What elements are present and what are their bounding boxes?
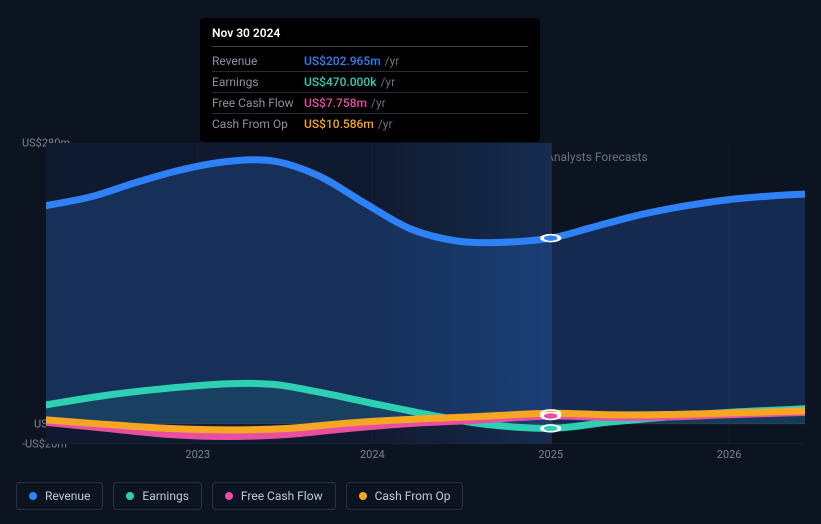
- legend-item-revenue[interactable]: Revenue: [16, 482, 103, 510]
- tooltip-row-value: US$7.758m: [304, 96, 367, 110]
- legend-dot: [29, 492, 37, 500]
- legend: Revenue Earnings Free Cash Flow Cash From O…: [16, 482, 463, 510]
- tooltip-row-label: Earnings: [212, 75, 304, 89]
- legend-dot: [359, 492, 367, 500]
- x-axis-tick: 2024: [360, 448, 385, 461]
- legend-item-earnings[interactable]: Earnings: [113, 482, 202, 510]
- tooltip-row: Cash From OpUS$10.586m/yr: [212, 114, 528, 134]
- tooltip-row-label: Revenue: [212, 54, 304, 68]
- legend-label: Revenue: [45, 489, 90, 503]
- chart-area[interactable]: US$280m US$0 -US$20m: [16, 125, 805, 444]
- tooltip-row-value: US$10.586m: [304, 117, 374, 131]
- tooltip-date: Nov 30 2024: [212, 26, 528, 47]
- tooltip-row: RevenueUS$202.965m/yr: [212, 51, 528, 72]
- legend-item-cfo[interactable]: Cash From Op: [346, 482, 464, 510]
- tooltip-row-unit: /yr: [378, 117, 393, 131]
- tooltip-row: EarningsUS$470.000k/yr: [212, 72, 528, 93]
- tooltip-row-unit: /yr: [380, 75, 395, 89]
- tooltip-row-label: Free Cash Flow: [212, 96, 304, 110]
- chart-svg[interactable]: [46, 143, 805, 444]
- legend-label: Cash From Op: [375, 489, 451, 503]
- legend-dot: [225, 492, 233, 500]
- legend-label: Earnings: [142, 489, 189, 503]
- x-axis-tick: 2023: [185, 448, 210, 461]
- legend-dot: [126, 492, 134, 500]
- tooltip-row-value: US$470.000k: [304, 75, 376, 89]
- tooltip-row-unit: /yr: [385, 54, 400, 68]
- tooltip-row-unit: /yr: [371, 96, 386, 110]
- legend-item-fcf[interactable]: Free Cash Flow: [212, 482, 336, 510]
- x-axis: 2023 2024 2025 2026: [46, 446, 805, 466]
- x-axis-tick: 2025: [538, 448, 563, 461]
- tooltip-row: Free Cash FlowUS$7.758m/yr: [212, 93, 528, 114]
- x-axis-tick: 2026: [717, 448, 742, 461]
- tooltip-row-label: Cash From Op: [212, 117, 304, 131]
- tooltip-row-value: US$202.965m: [304, 54, 381, 68]
- legend-label: Free Cash Flow: [241, 489, 323, 503]
- hover-tooltip: Nov 30 2024 RevenueUS$202.965m/yrEarning…: [200, 18, 540, 142]
